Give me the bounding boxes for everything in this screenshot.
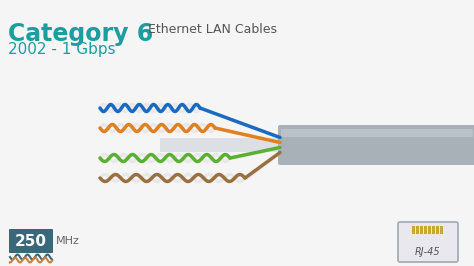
FancyBboxPatch shape (398, 222, 458, 262)
Bar (420, 226, 423, 234)
Bar (428, 226, 431, 234)
Text: 250: 250 (15, 234, 47, 248)
Bar (425, 226, 428, 234)
Text: 2002 - 1 Gbps: 2002 - 1 Gbps (8, 42, 116, 57)
FancyBboxPatch shape (278, 125, 474, 165)
Text: Category 6: Category 6 (8, 22, 153, 46)
Text: MHz: MHz (56, 236, 80, 246)
Bar (437, 226, 439, 234)
Text: RJ-45: RJ-45 (415, 247, 441, 257)
Text: Ethernet LAN Cables: Ethernet LAN Cables (148, 23, 277, 36)
FancyBboxPatch shape (9, 229, 53, 253)
FancyBboxPatch shape (281, 129, 473, 137)
Bar (417, 226, 419, 234)
Bar (412, 226, 416, 234)
Bar (440, 226, 444, 234)
Bar (432, 226, 436, 234)
